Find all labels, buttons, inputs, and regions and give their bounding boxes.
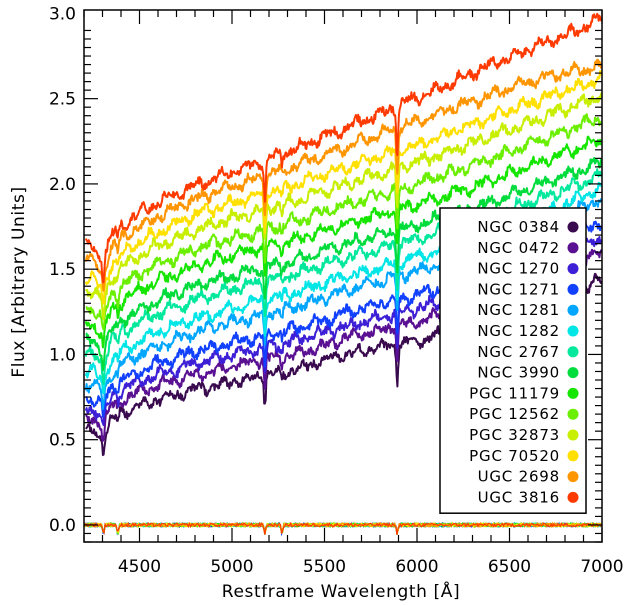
x-axis-label: Restframe Wavelength [Å] [222, 580, 460, 602]
legend-marker [567, 491, 579, 503]
x-tick-label: 5500 [303, 557, 346, 577]
residual-line [84, 521, 602, 535]
legend-marker [567, 283, 579, 295]
legend-label: NGC 0472 [477, 239, 560, 257]
y-tick-label: 0.5 [49, 431, 76, 451]
series-line [84, 70, 602, 305]
legend-marker [567, 367, 579, 379]
legend-marker [567, 471, 579, 483]
legend-label: PGC 32873 [469, 426, 560, 444]
legend-label: PGC 12562 [469, 405, 560, 423]
series-line [84, 58, 602, 292]
legend-label: PGC 70520 [469, 447, 560, 465]
legend-marker [567, 242, 579, 254]
legend-label: UGC 3816 [478, 488, 560, 506]
y-tick-label: 1.5 [49, 260, 76, 280]
legend-marker [567, 304, 579, 316]
legend-label: NGC 2767 [477, 343, 560, 361]
legend-label: UGC 2698 [478, 468, 560, 486]
series-line [84, 168, 602, 386]
legend-marker [567, 221, 579, 233]
y-tick-label: 2.5 [49, 90, 76, 110]
series-layer [84, 12, 602, 537]
y-tick-label: 1.0 [49, 345, 76, 365]
series-line [84, 135, 602, 349]
x-tick-label: 4500 [118, 557, 161, 577]
x-tick-label: 6000 [395, 557, 438, 577]
y-axis-label: Flux [Arbitrary Units] [9, 186, 29, 377]
legend-label: NGC 1270 [477, 260, 560, 278]
legend-label: PGC 11179 [469, 384, 560, 402]
legend-label: NGC 0384 [477, 218, 560, 236]
legend-marker [567, 408, 579, 420]
legend-marker [567, 346, 579, 358]
legend-marker [567, 325, 579, 337]
series-line [85, 113, 602, 331]
legend-label: NGC 1271 [477, 280, 560, 298]
x-tick-label: 5000 [210, 557, 253, 577]
legend-marker [567, 429, 579, 441]
legend-marker [567, 450, 579, 462]
series-line [84, 12, 602, 284]
series-line [85, 157, 602, 372]
axis-ticks: 4500 5000 5500 6000 6500 7000 0.0 0.5 1.0 1.5 2.0 2… [49, 4, 624, 577]
legend-label: NGC 1282 [477, 322, 560, 340]
x-tick-label: 6500 [488, 557, 531, 577]
legend-marker [567, 387, 579, 399]
series-line [84, 92, 602, 321]
y-tick-label: 3.0 [49, 4, 76, 24]
legend-label: NGC 1281 [477, 301, 560, 319]
y-tick-label: 0.0 [49, 516, 76, 536]
y-tick-label: 2.0 [49, 175, 76, 195]
legend-box [439, 207, 587, 514]
legend-label: NGC 3990 [477, 364, 560, 382]
legend-marker [567, 263, 579, 275]
x-tick-label: 7000 [580, 557, 623, 577]
legend: NGC 0384 NGC 0472 NGC 1270 NGC 1271 NGC 1281… [439, 207, 587, 514]
